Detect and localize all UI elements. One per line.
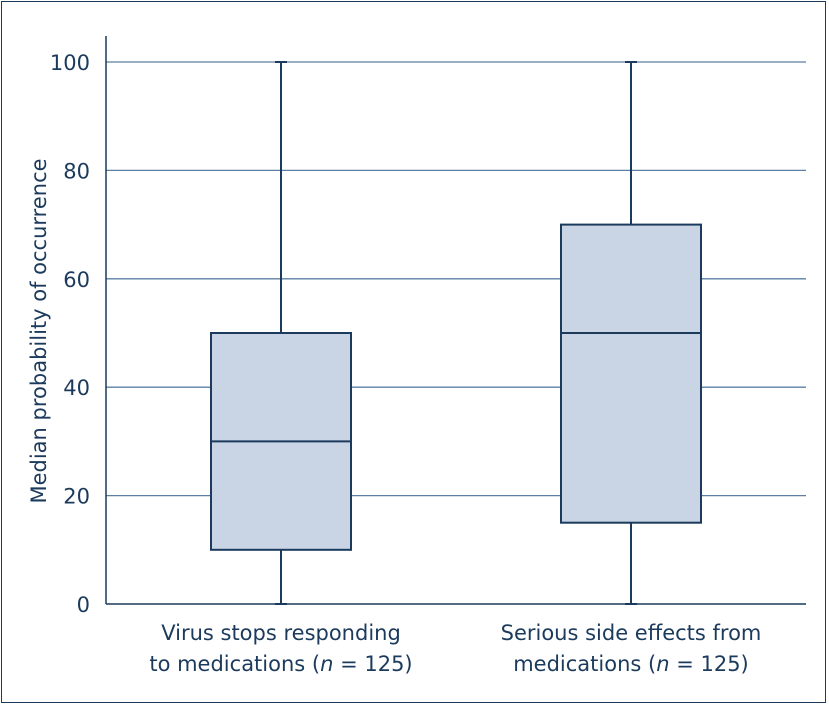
category-label-suffix: = 125)	[670, 652, 749, 676]
category-label-prefix: to medications (	[149, 652, 320, 676]
y-tick-label: 60	[63, 268, 90, 292]
y-tick-label: 40	[63, 376, 90, 400]
y-axis-label: Median probability of occurrence	[27, 158, 51, 503]
category-label-suffix: = 125)	[333, 652, 412, 676]
sample-size-variable: n	[656, 652, 669, 676]
x-axis-category-labels: Virus stops responding to medications (n …	[149, 621, 761, 676]
sample-size-variable: n	[320, 652, 333, 676]
category-label-line1: Virus stops responding	[161, 621, 401, 645]
box-group	[560, 61, 702, 605]
iqr-box	[560, 223, 702, 524]
category-label-line2: medications (n = 125)	[513, 652, 749, 676]
y-tick-label: 80	[63, 159, 90, 183]
y-tick-label: 0	[77, 593, 90, 617]
category-label-line2: to medications (n = 125)	[149, 652, 412, 676]
category-label-prefix: medications (	[513, 652, 656, 676]
category-label-line1: Serious side effects from	[501, 621, 762, 645]
y-tick-label: 100	[50, 51, 90, 75]
boxes	[210, 61, 702, 605]
box-group	[210, 61, 352, 605]
y-tick-label: 20	[63, 485, 90, 509]
y-axis-ticks: 0 20 40 60 80 100	[50, 51, 90, 617]
